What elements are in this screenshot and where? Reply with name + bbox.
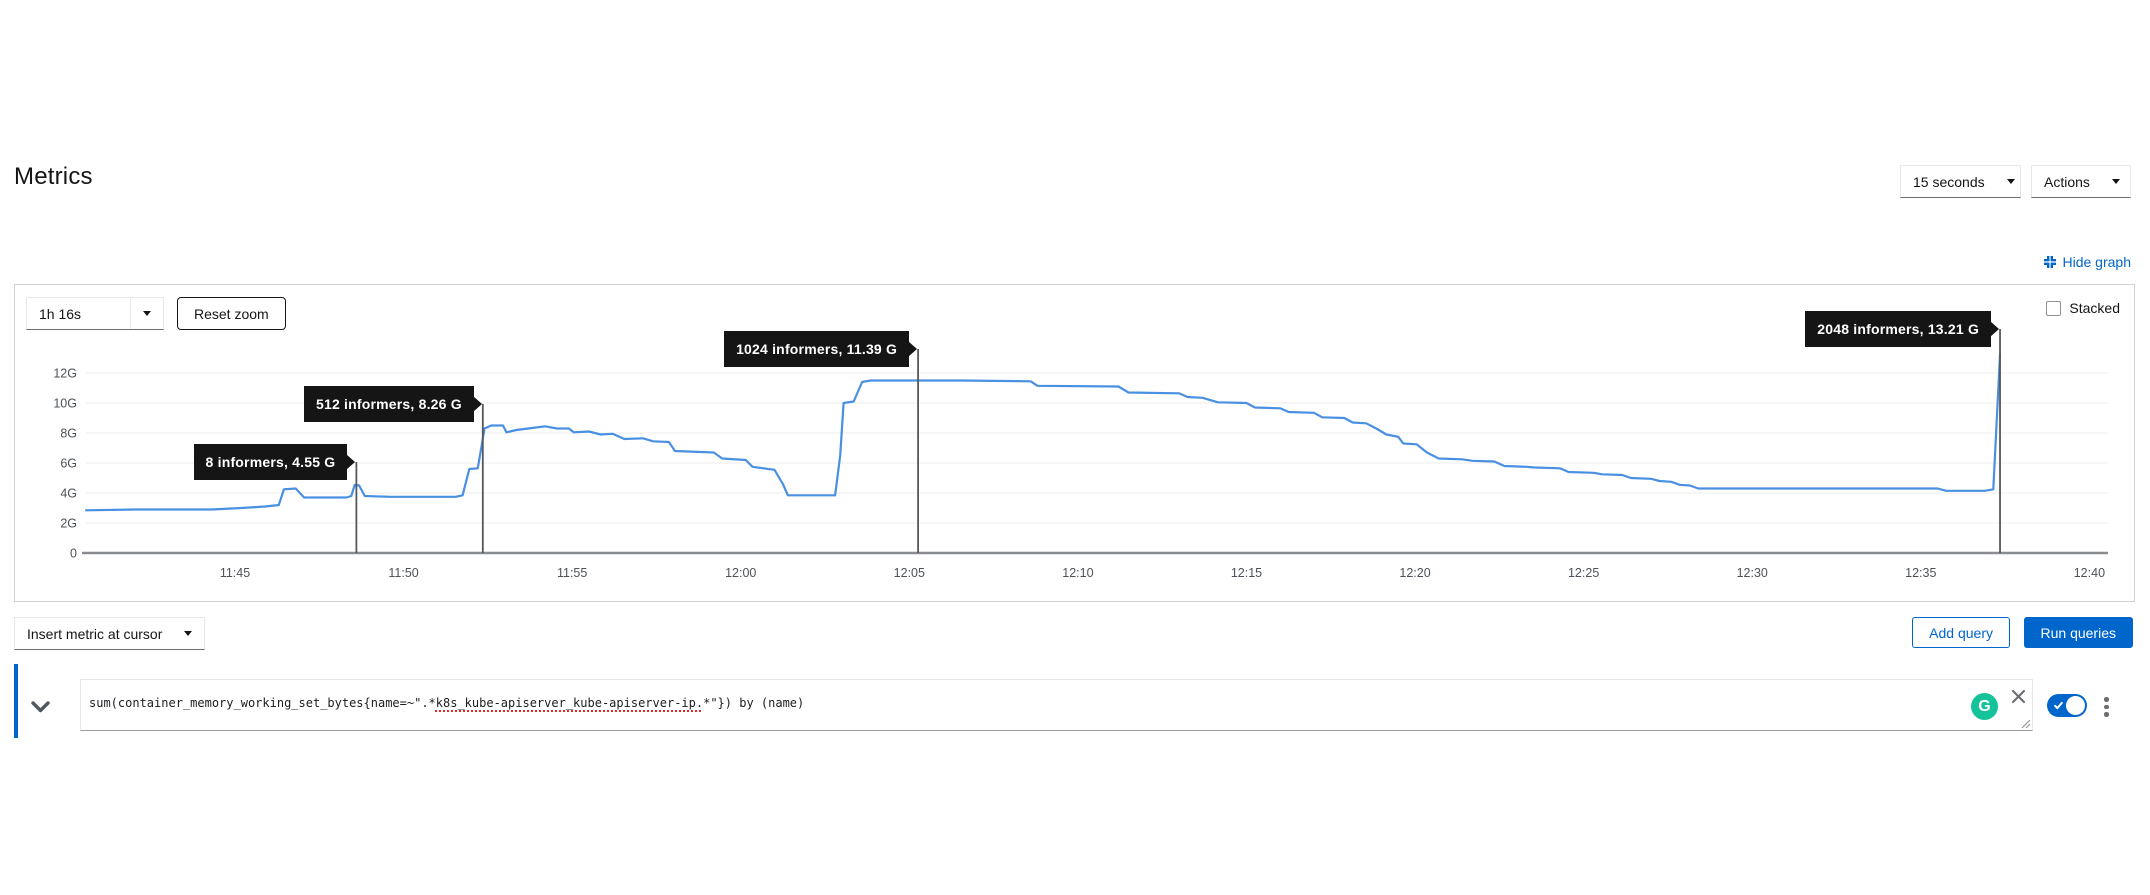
- caret-down-icon: [2100, 166, 2132, 197]
- caret-down-icon: [172, 618, 204, 649]
- textarea-resize-handle[interactable]: [2021, 719, 2031, 729]
- insert-metric-dropdown[interactable]: Insert metric at cursor: [14, 617, 205, 650]
- query-enabled-toggle[interactable]: [2047, 694, 2087, 717]
- chart-annotation-label: 1024 informers, 11.39 G: [724, 331, 918, 367]
- stacked-checkbox[interactable]: [2046, 300, 2062, 316]
- actions-dropdown-label: Actions: [2044, 173, 2090, 190]
- query-text-pre: sum(container_memory_working_set_bytes{n…: [89, 696, 436, 710]
- query-text-post: *"}) by (name): [703, 696, 805, 710]
- hide-graph-label: Hide graph: [2062, 254, 2132, 270]
- reset-zoom-button[interactable]: Reset zoom: [177, 297, 286, 330]
- query-text-underlined: k8s_kube-apiserver_kube-apiserver-ip.: [435, 696, 704, 710]
- polling-interval-value: 15 seconds: [1913, 173, 1985, 190]
- chart-annotation-label: 2048 informers, 13.21 G: [1805, 311, 1999, 347]
- query-expression-input[interactable]: sum(container_memory_working_set_bytes{n…: [80, 679, 2033, 731]
- caret-down-icon: [130, 298, 163, 329]
- svg-text:12G: 12G: [53, 367, 77, 381]
- page-title: Metrics: [14, 163, 93, 190]
- svg-text:12:15: 12:15: [1231, 566, 1262, 580]
- svg-text:4G: 4G: [60, 487, 77, 501]
- check-icon: [2054, 701, 2063, 710]
- actions-dropdown[interactable]: Actions: [2031, 165, 2131, 198]
- stacked-option: Stacked: [2046, 300, 2120, 316]
- svg-text:2G: 2G: [60, 517, 77, 531]
- svg-text:10G: 10G: [53, 397, 77, 411]
- hide-graph-link[interactable]: Hide graph: [2043, 254, 2132, 270]
- chart-annotation-label: 8 informers, 4.55 G: [193, 444, 356, 480]
- chart-annotation-label: 512 informers, 8.26 G: [304, 386, 482, 422]
- svg-text:12:30: 12:30: [1737, 566, 1768, 580]
- svg-text:11:50: 11:50: [388, 566, 418, 580]
- svg-text:11:55: 11:55: [557, 566, 587, 580]
- stacked-label: Stacked: [2069, 300, 2120, 316]
- svg-text:12:20: 12:20: [1399, 566, 1430, 580]
- polling-interval-dropdown[interactable]: 15 seconds: [1900, 165, 2021, 198]
- svg-text:12:00: 12:00: [725, 566, 756, 580]
- run-queries-button[interactable]: Run queries: [2023, 617, 2133, 648]
- graph-panel: 0 2G 4G 6G 8G 10G 12G 11:45 11:50 11:55 12:00 12:05…: [14, 284, 2135, 602]
- svg-text:12:05: 12:05: [894, 566, 925, 580]
- kebab-menu-icon[interactable]: [2102, 695, 2111, 719]
- svg-text:12:25: 12:25: [1568, 566, 1599, 580]
- svg-text:11:45: 11:45: [220, 566, 250, 580]
- close-icon[interactable]: [2010, 688, 2027, 705]
- caret-down-icon: [1995, 166, 2027, 197]
- svg-text:12:35: 12:35: [1905, 566, 1936, 580]
- svg-text:12:40: 12:40: [2074, 566, 2105, 580]
- query-accent-bar: [14, 664, 18, 738]
- svg-text:6G: 6G: [60, 457, 77, 471]
- svg-text:0: 0: [70, 547, 77, 561]
- time-span-dropdown[interactable]: 1h 16s: [26, 297, 164, 330]
- grammarly-icon[interactable]: G: [1971, 693, 1998, 720]
- add-query-button[interactable]: Add query: [1912, 617, 2010, 648]
- svg-text:12:10: 12:10: [1062, 566, 1093, 580]
- time-span-value: 1h 16s: [39, 305, 82, 322]
- insert-metric-value: Insert metric at cursor: [27, 625, 163, 642]
- query-expand-chevron-icon[interactable]: [31, 700, 50, 718]
- toggle-knob: [2066, 696, 2085, 715]
- compress-icon: [2043, 255, 2057, 269]
- svg-text:8G: 8G: [60, 427, 77, 441]
